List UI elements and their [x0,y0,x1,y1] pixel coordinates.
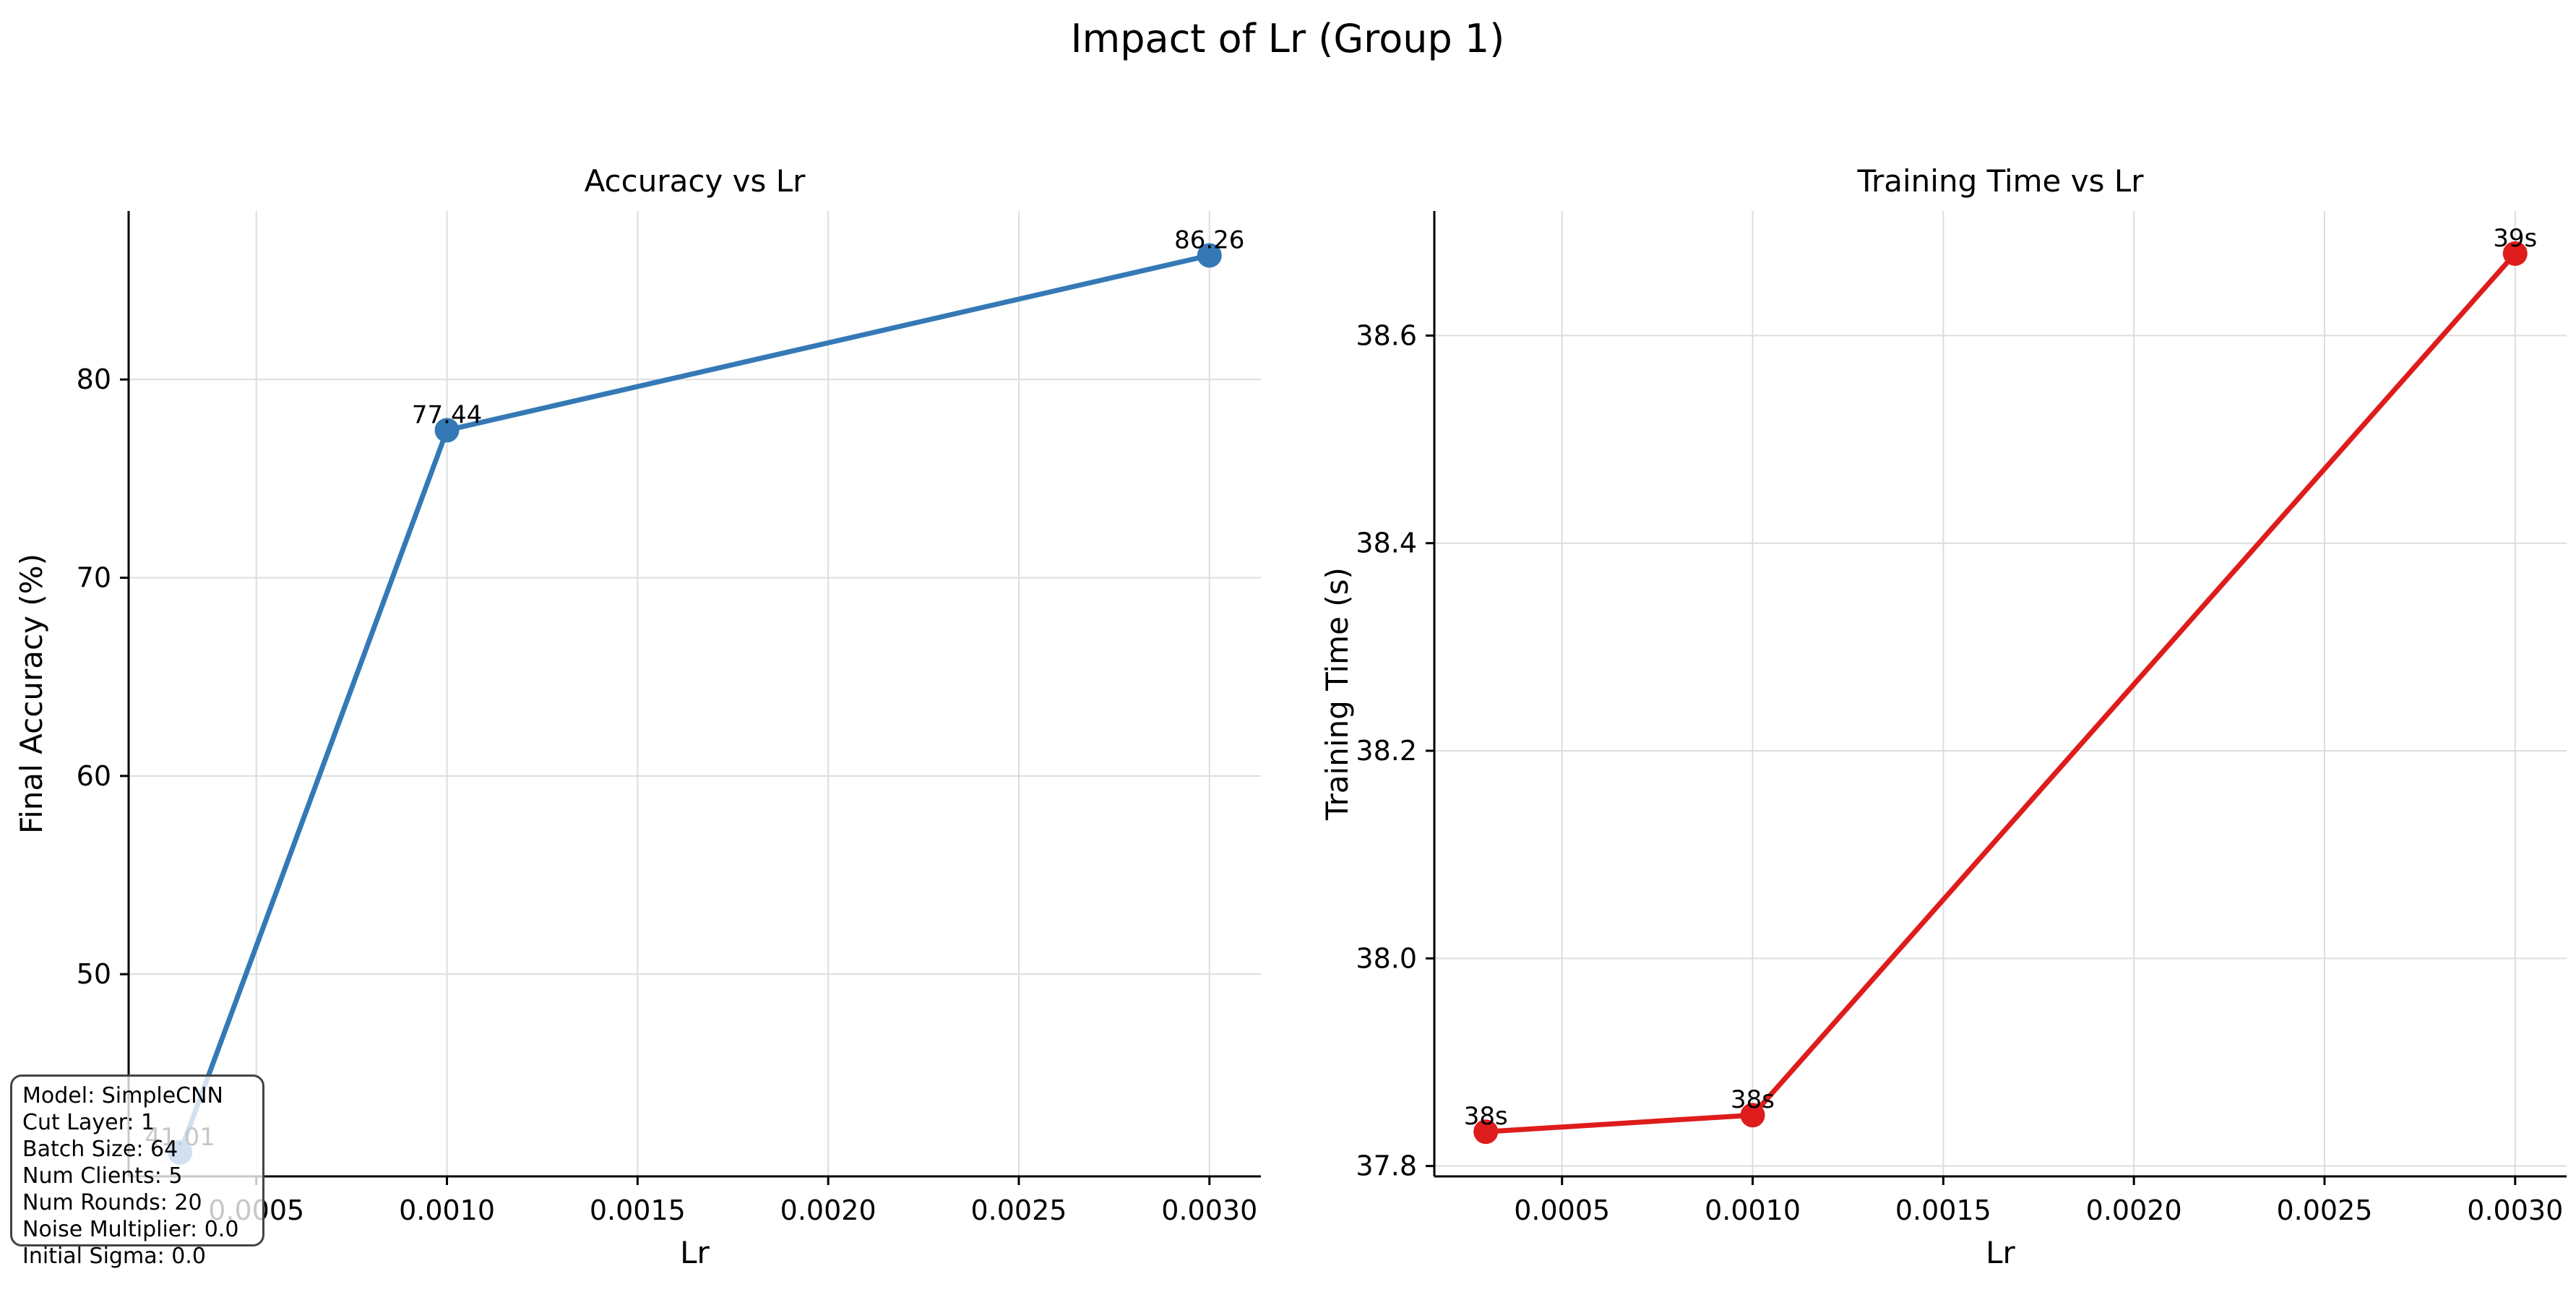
training-time-y-tick-label: 38.6 [1356,319,1417,351]
accuracy-y-tick-label: 70 [77,562,111,594]
info-initial-sigma: Initial Sigma: 0.0 [22,1244,206,1269]
training-time-series-line [1486,251,2517,1134]
accuracy-data-label: 86.26 [1174,225,1244,254]
training-time-y-axis-label: Training Time (s) [1319,567,1355,821]
training-time-y-tick-label: 38.0 [1356,942,1417,974]
accuracy-x-tick-label: 0.0020 [780,1194,876,1226]
accuracy-x-axis-label: Lr [680,1235,710,1270]
accuracy-data-label: 77.44 [412,400,482,429]
config-info-box: Model: SimpleCNN Cut Layer: 1 Batch Size… [10,1074,264,1269]
training-time-data-point [1473,1119,1499,1145]
training-time-x-tick-label: 0.0015 [1895,1194,1991,1226]
training-time-x-tick-label: 0.0020 [2086,1194,2182,1226]
figure-title: Impact of Lr (Group 1) [1071,16,1505,61]
accuracy-grid [129,211,1261,1176]
training-time-plot: 38s 38s 39s [1464,224,2537,1145]
accuracy-x-tick-label: 0.0015 [590,1194,686,1226]
accuracy-y-tick-label: 60 [77,760,111,792]
info-num-clients: Num Clients: 5 [22,1163,183,1189]
training-time-x-tick-label: 0.0005 [1514,1194,1610,1226]
training-time-axes: 0.0005 0.0010 0.0015 0.0020 0.0025 0.0030 37.8… [1356,211,2567,1226]
training-time-y-tick-label: 38.2 [1356,735,1417,767]
info-num-rounds: Num Rounds: 20 [22,1190,202,1215]
info-noise-multiplier: Noise Multiplier: 0.0 [22,1217,239,1242]
training-time-x-tick-label: 0.0025 [2276,1194,2372,1226]
accuracy-data-point [1197,243,1222,268]
training-time-data-label: 39s [2493,224,2537,253]
info-batch-size: Batch Size: 64 [22,1137,178,1162]
info-cut-layer: Cut Layer: 1 [22,1110,155,1135]
accuracy-data-point [434,418,460,443]
training-time-data-point [1740,1103,1765,1128]
training-time-y-tick-label: 37.8 [1356,1150,1417,1182]
training-time-y-tick-label: 38.4 [1356,527,1417,559]
accuracy-x-tick-label: 0.0025 [970,1194,1067,1226]
accuracy-chart-title: Accuracy vs Lr [585,163,806,199]
training-time-chart-title: Training Time vs Lr [1857,163,2145,199]
accuracy-y-tick-label: 80 [77,363,111,395]
accuracy-y-axis-label: Final Accuracy (%) [14,554,49,834]
accuracy-series-line [177,253,1210,1154]
training-time-x-tick-label: 0.0030 [2467,1194,2563,1226]
training-time-grid [1434,211,2567,1176]
training-time-data-label: 38s [1731,1085,1775,1114]
info-model: Model: SimpleCNN [22,1083,223,1108]
accuracy-x-tick-label: 0.0010 [399,1194,495,1226]
accuracy-y-tick-label: 50 [77,958,111,990]
training-time-data-point [2502,241,2528,266]
training-time-panel: 38s 38s 39s 0.0005 0.0010 0.0015 0.0020 0.0025… [1319,163,2567,1270]
training-time-x-tick-label: 0.0010 [1705,1194,1801,1226]
training-time-data-label: 38s [1464,1102,1508,1131]
training-time-x-axis-label: Lr [1986,1235,2015,1270]
accuracy-x-tick-label: 0.0030 [1161,1194,1257,1226]
